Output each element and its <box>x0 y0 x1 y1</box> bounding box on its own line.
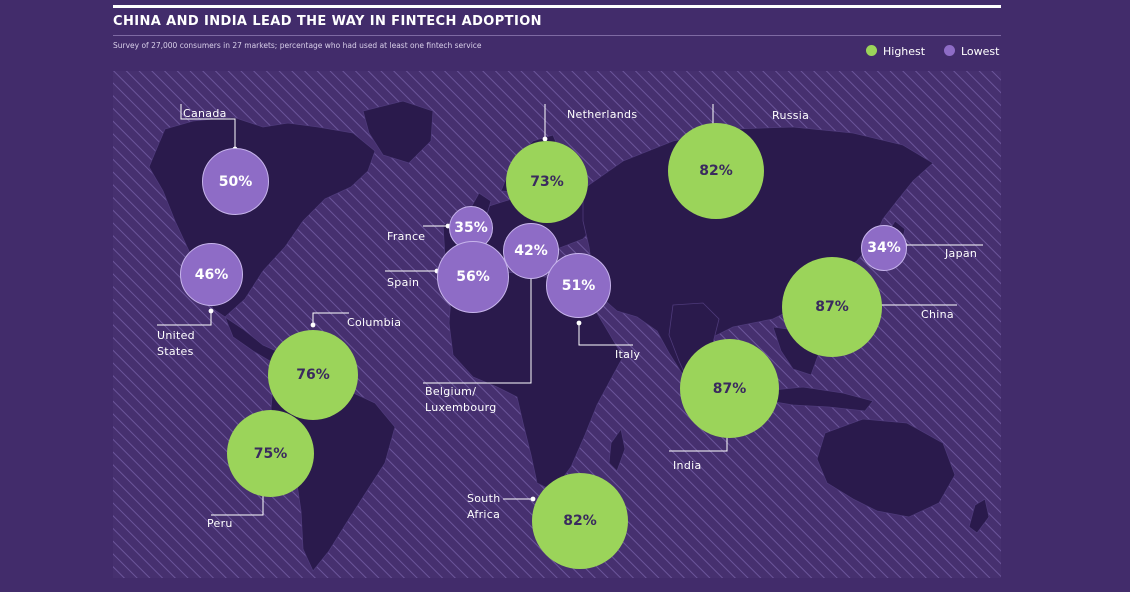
leader-belgium <box>423 271 532 384</box>
label-peru: Peru <box>207 517 233 530</box>
label-belgium-line2: Luxembourg <box>425 401 497 414</box>
page-title: CHINA AND INDIA LEAD THE WAY IN FINTECH … <box>113 14 542 29</box>
leader-india <box>669 435 728 452</box>
label-netherlands: Netherlands <box>567 108 638 121</box>
label-canada: Canada <box>183 107 227 120</box>
label-france: France <box>387 230 426 243</box>
label-china: China <box>921 308 954 321</box>
highest-swatch <box>866 45 877 56</box>
bubble-india: 87% <box>680 339 779 438</box>
leader-us <box>157 311 212 326</box>
label-southafrica: South Africa <box>467 491 500 523</box>
leader-lines <box>157 104 983 516</box>
new-zealand <box>968 498 990 534</box>
label-japan: Japan <box>945 247 978 260</box>
bubble-china: 87% <box>782 257 882 357</box>
title-divider <box>113 35 1001 36</box>
label-italy: Italy <box>615 348 641 361</box>
bubble-peru: 75% <box>227 410 314 497</box>
legend-lowest-label: Lowest <box>961 45 1000 58</box>
label-us-line1: United <box>157 329 195 342</box>
label-southafrica-line1: South <box>467 492 501 505</box>
label-russia: Russia <box>772 109 810 122</box>
madagascar <box>608 428 626 472</box>
top-rule <box>113 5 1001 8</box>
legend-highest-label: Highest <box>883 45 926 58</box>
label-spain: Spain <box>387 276 420 289</box>
leader-canada <box>180 104 236 149</box>
legend-highest: Highest <box>866 45 925 58</box>
lowest-swatch <box>944 45 955 56</box>
leader-columbia <box>312 312 349 325</box>
bubble-columbia: 76% <box>268 330 358 420</box>
bubble-spain: 56% <box>437 241 509 313</box>
bubble-italy: 51% <box>546 253 611 318</box>
bubble-us: 46% <box>180 243 243 306</box>
page-subtitle: Survey of 27,000 consumers in 27 markets… <box>113 41 482 50</box>
label-us: United States <box>157 328 195 360</box>
bubble-southafrica: 82% <box>532 473 628 569</box>
greenland <box>362 100 434 164</box>
bubble-canada: 50% <box>202 148 269 215</box>
bubble-russia: 82% <box>668 123 764 219</box>
bubble-netherlands: 73% <box>506 141 588 223</box>
label-india: India <box>673 459 702 472</box>
australia <box>816 418 956 518</box>
label-southafrica-line2: Africa <box>467 508 501 521</box>
leader-italy <box>578 323 633 346</box>
bubble-japan: 34% <box>861 225 907 271</box>
leader-peru <box>211 491 264 516</box>
legend-lowest: Lowest <box>944 45 999 58</box>
label-us-line2: States <box>157 345 194 358</box>
label-belgium: Belgium/ Luxembourg <box>425 384 497 416</box>
label-belgium-line1: Belgium/ <box>425 385 477 398</box>
label-columbia: Columbia <box>347 316 402 329</box>
